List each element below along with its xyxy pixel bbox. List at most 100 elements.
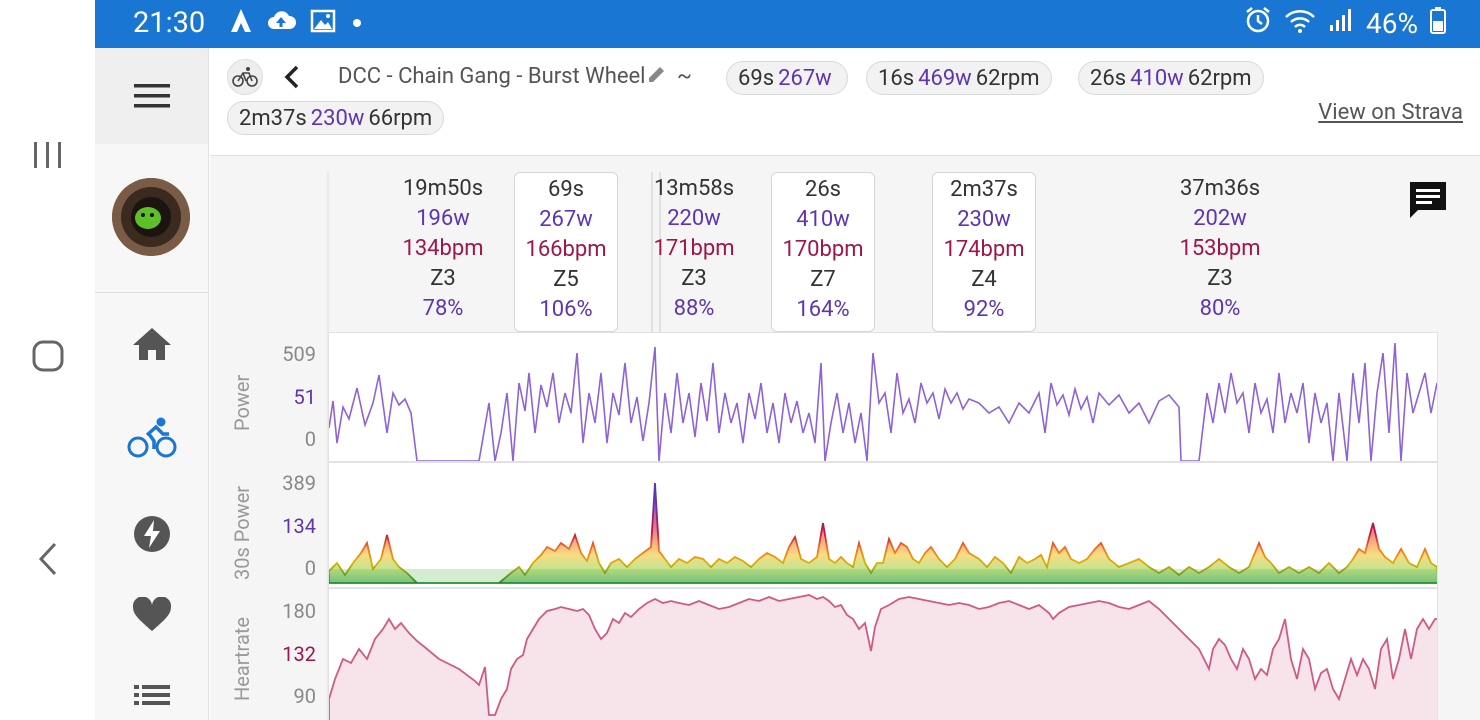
segment-power: 410w	[796, 207, 850, 232]
alarm-icon	[1244, 6, 1272, 41]
heart-icon[interactable]	[95, 593, 208, 637]
bolt-icon[interactable]	[95, 512, 208, 556]
interval-chip-4[interactable]: 2m37s 230w 66rpm	[227, 101, 445, 135]
segment-heartrate: 171bpm	[653, 236, 735, 261]
drawer-divider	[95, 292, 208, 293]
activity-header: DCC - Chain Gang - Burst Wheel ~ 69s 267w…	[210, 48, 1480, 156]
power30-tick-top: 389	[282, 471, 316, 495]
segment-power: 230w	[957, 207, 1011, 232]
segment-heartrate: 170bpm	[782, 237, 864, 262]
interval-chip-2[interactable]: 16s 469w 62rpm	[866, 61, 1052, 95]
segment-power: 220w	[667, 206, 721, 231]
signal-icon	[1328, 7, 1354, 40]
activity-content: 19m50s 196w 134bpm Z3 78% 69s 267w 166bp…	[210, 156, 1480, 720]
segment-percent: 78%	[422, 296, 464, 321]
status-time: 21:30	[133, 6, 206, 40]
strava-icon	[230, 8, 252, 38]
chip-power: 267w	[778, 65, 832, 91]
segment-zone: Z3	[430, 266, 456, 291]
activity-title[interactable]: DCC - Chain Gang - Burst Wheel ~	[338, 64, 692, 89]
power-tick-mid: 51	[293, 385, 316, 409]
heartrate-axis-label: Heartrate	[230, 617, 254, 701]
menu-icon[interactable]	[95, 48, 208, 144]
power-chart[interactable]	[328, 332, 1438, 462]
interval-chip-3[interactable]: 26s 410w 62rpm	[1078, 61, 1264, 95]
segment-zone: Z3	[1207, 266, 1233, 291]
segment-duration: 19m50s	[402, 176, 484, 201]
chip-cadence: 62rpm	[1187, 65, 1252, 91]
battery-percent: 46%	[1366, 7, 1418, 40]
chip-duration: 69s	[738, 65, 775, 91]
edit-pencil-icon[interactable]	[646, 64, 668, 89]
chip-power: 469w	[918, 65, 972, 91]
segment-heartrate: 134bpm	[402, 236, 484, 261]
title-separator: ~	[676, 64, 692, 89]
segment-percent: 80%	[1199, 296, 1241, 321]
segment-duration: 26s	[804, 177, 842, 202]
power-tick-bottom: 0	[304, 427, 316, 451]
view-on-strava-link[interactable]: View on Strava	[1318, 100, 1463, 125]
chip-cadence: 66rpm	[368, 105, 433, 131]
back-button[interactable]	[282, 62, 302, 96]
segment-zone: Z7	[810, 267, 836, 292]
segment-power: 196w	[416, 206, 470, 231]
chip-power: 230w	[310, 105, 365, 131]
chip-duration: 26s	[1090, 65, 1127, 91]
home-circle-icon[interactable]	[0, 336, 95, 376]
segment-heartrate: 166bpm	[525, 237, 607, 262]
segment-card-3[interactable]: 13m58s 220w 171bpm Z3 88%	[634, 172, 754, 322]
segment-zone: Z4	[971, 267, 997, 292]
segment-percent: 88%	[673, 296, 715, 321]
chip-cadence: 62rpm	[975, 65, 1040, 91]
power-axis-label: Power	[230, 374, 254, 431]
segment-zone: Z5	[553, 267, 579, 292]
segment-card-2[interactable]: 69s 267w 166bpm Z5 106%	[514, 172, 618, 332]
activity-type-bike-icon	[227, 59, 263, 95]
power30-axis-label: 30s Power	[230, 485, 254, 580]
battery-icon	[1430, 6, 1446, 41]
segment-power: 202w	[1193, 206, 1247, 231]
activity-title-text: DCC - Chain Gang - Burst Wheel	[338, 64, 646, 89]
comment-icon[interactable]	[1408, 180, 1448, 226]
power30-tick-mid: 134	[282, 514, 316, 538]
power30-chart[interactable]	[328, 462, 1438, 588]
segment-card-4[interactable]: 26s 410w 170bpm Z7 164%	[771, 172, 875, 332]
segment-card-5[interactable]: 2m37s 230w 174bpm Z4 92%	[932, 172, 1036, 332]
heartrate-tick-mid: 132	[282, 642, 316, 666]
image-icon	[310, 9, 336, 37]
segment-zone: Z3	[681, 266, 707, 291]
segment-card-6[interactable]: 37m36s 202w 153bpm Z3 80%	[1150, 172, 1290, 322]
chip-power: 410w	[1130, 65, 1184, 91]
app-drawer	[95, 48, 209, 720]
dot-icon	[350, 9, 364, 37]
segment-duration: 69s	[547, 177, 585, 202]
power30-tick-bottom: 0	[304, 556, 316, 580]
avatar[interactable]	[112, 178, 190, 256]
system-nav-bar	[0, 0, 95, 720]
home-icon[interactable]	[95, 322, 208, 366]
segment-duration: 37m36s	[1179, 176, 1261, 201]
wifi-icon	[1284, 7, 1316, 40]
segment-heartrate: 174bpm	[943, 237, 1025, 262]
interval-chip-1[interactable]: 69s 267w	[726, 61, 848, 95]
bike-icon[interactable]	[95, 414, 208, 462]
heartrate-tick-top: 180	[282, 599, 316, 623]
heartrate-chart[interactable]	[328, 588, 1438, 720]
back-chevron-icon[interactable]	[0, 537, 95, 581]
chip-duration: 16s	[878, 65, 915, 91]
segment-percent: 92%	[963, 297, 1005, 322]
segment-heartrate: 153bpm	[1179, 236, 1261, 261]
segment-percent: 106%	[539, 297, 593, 322]
status-bar: 21:30 46%	[95, 0, 1480, 48]
segment-power: 267w	[539, 207, 593, 232]
chip-duration: 2m37s	[239, 105, 307, 131]
list-icon[interactable]	[95, 678, 208, 712]
segment-card-1[interactable]: 19m50s 196w 134bpm Z3 78%	[373, 172, 513, 322]
heartrate-tick-bottom: 90	[293, 684, 316, 708]
power-tick-top: 509	[282, 342, 316, 366]
cloud-upload-icon	[266, 9, 297, 37]
segment-percent: 164%	[796, 297, 850, 322]
segment-duration: 2m37s	[950, 177, 1018, 202]
segment-duration: 13m58s	[653, 176, 735, 201]
recent-apps-icon[interactable]	[0, 135, 95, 175]
